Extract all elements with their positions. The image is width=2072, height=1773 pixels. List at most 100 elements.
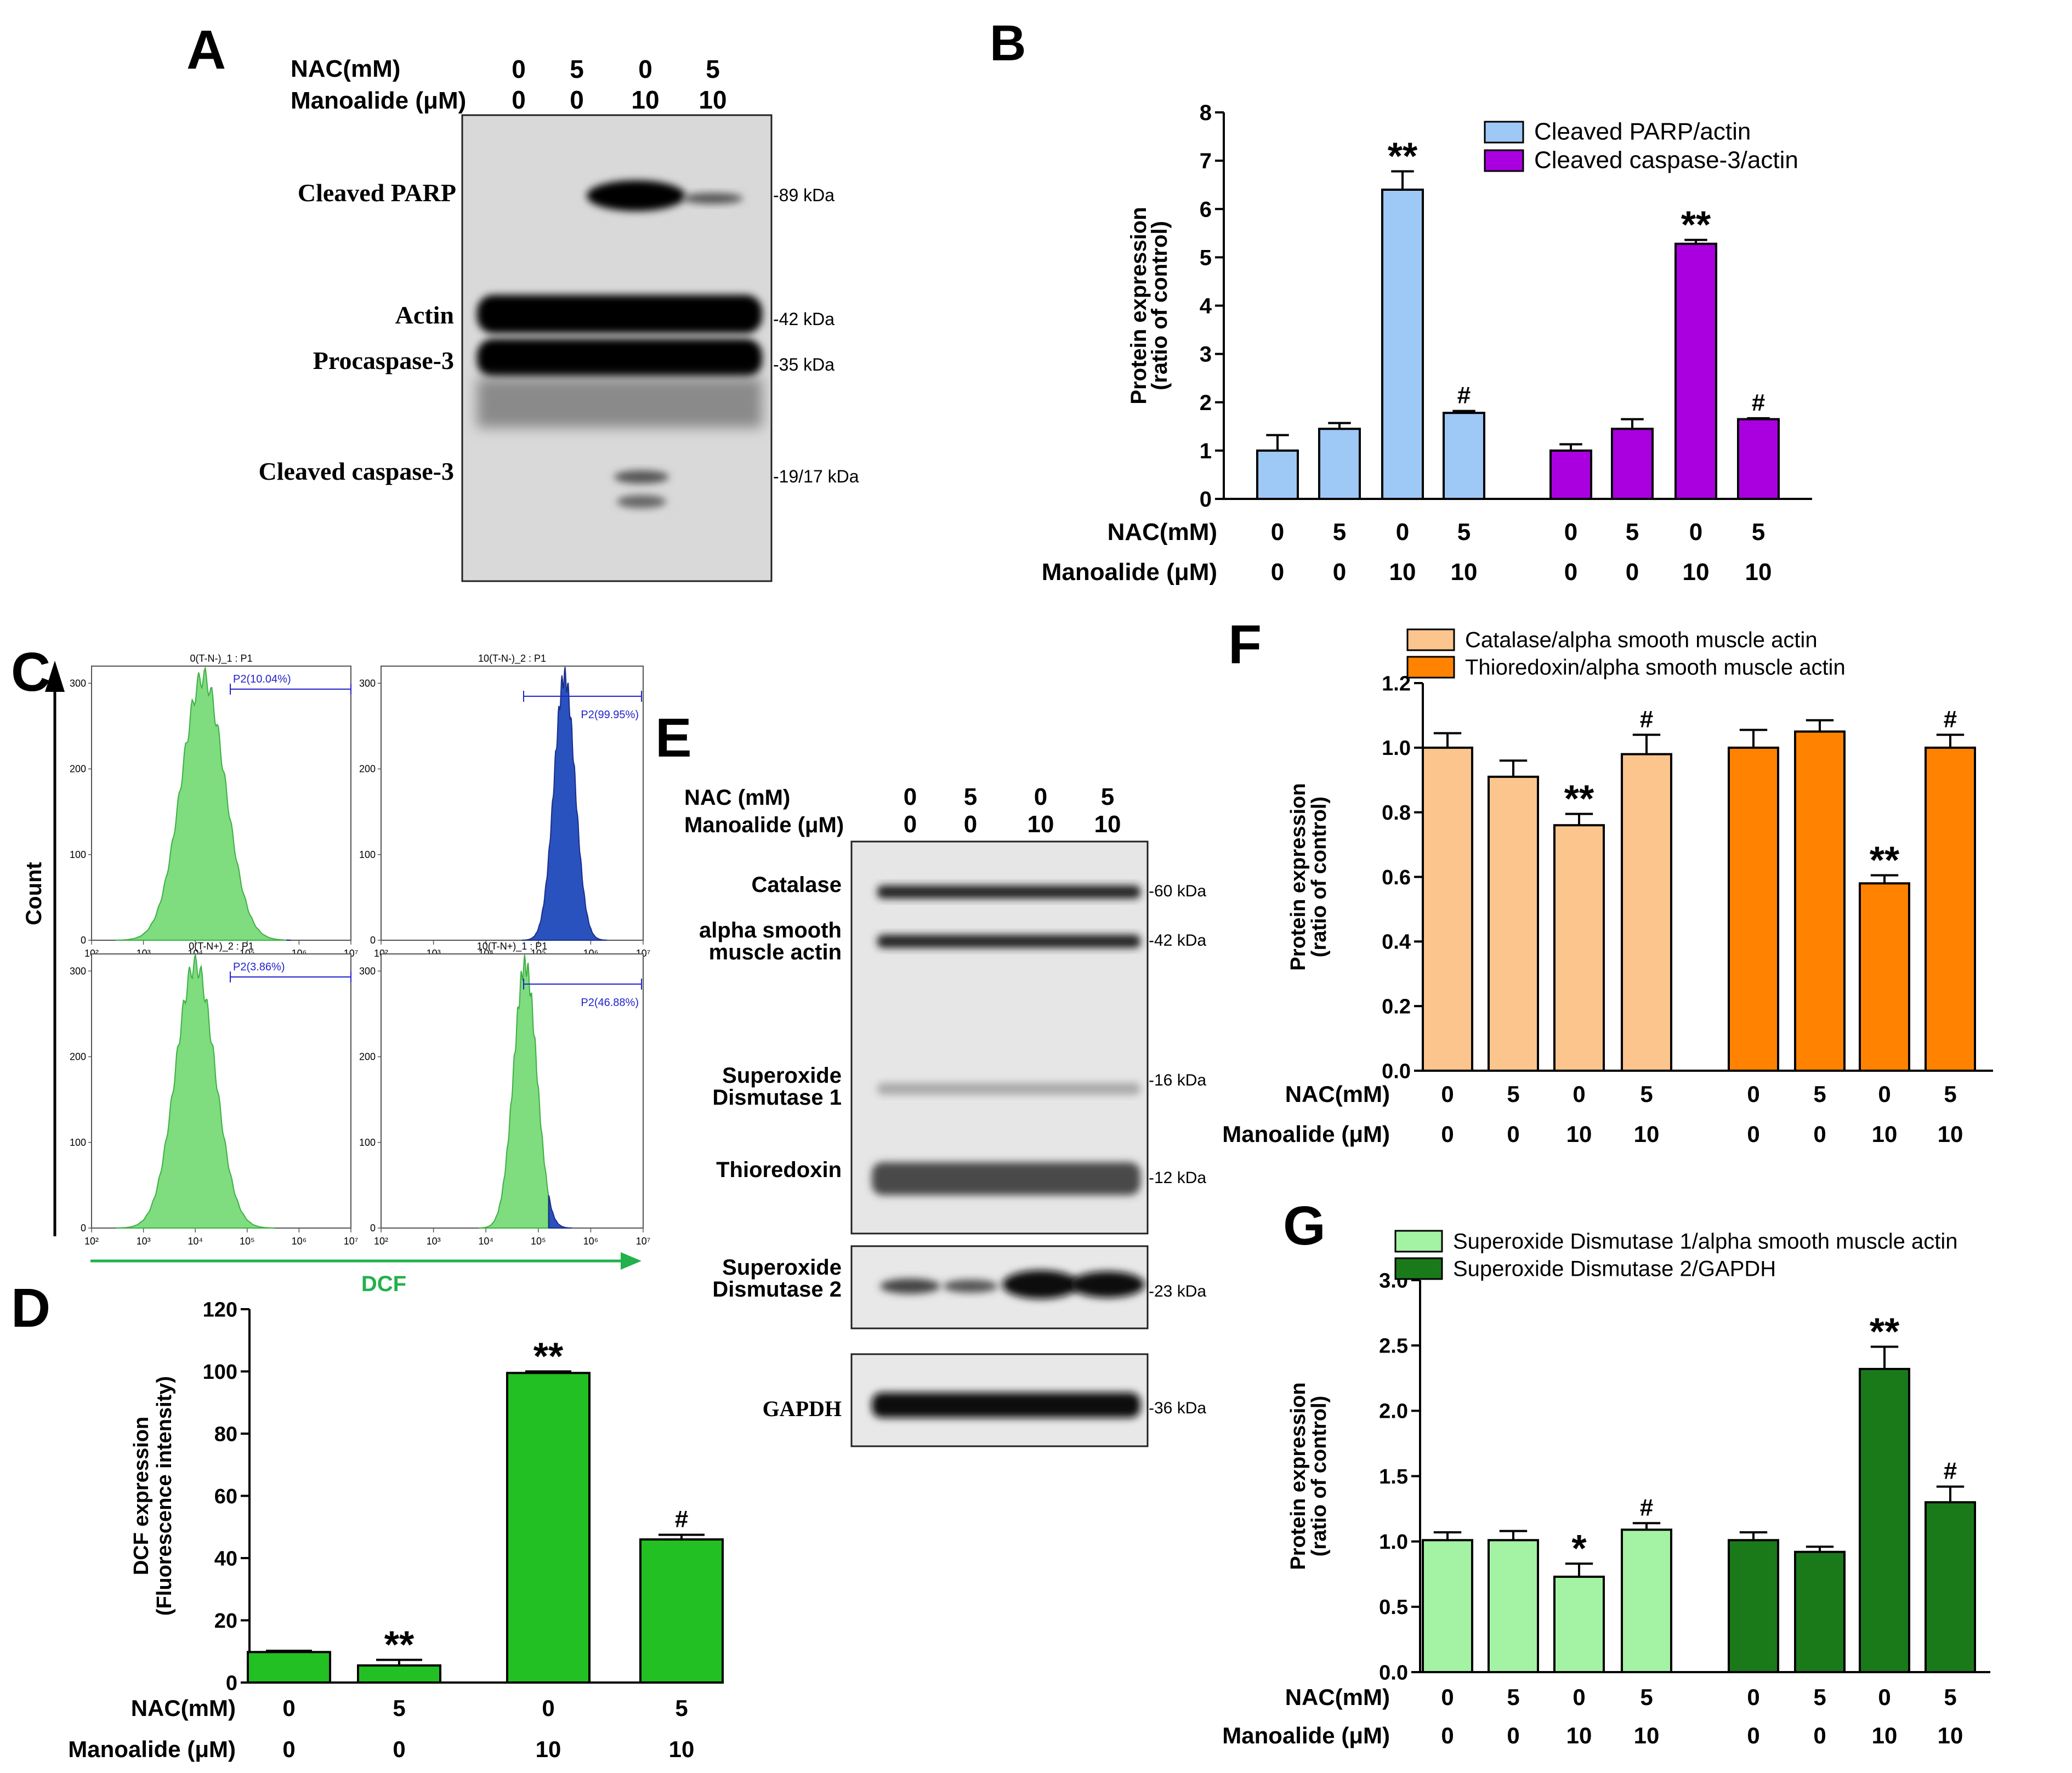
legend-swatch (1394, 1230, 1443, 1253)
e-manoalide-value: 0 (964, 811, 977, 838)
manoalide-value: 10 (1389, 559, 1416, 586)
band-gapdh (872, 1393, 1140, 1418)
a-marker: -89 kDa (773, 185, 835, 205)
e-manoalide-value: 10 (1094, 811, 1121, 838)
legend-swatch (1484, 149, 1524, 172)
panel-label-c: C (11, 641, 50, 703)
a-manoalide-value: 10 (631, 86, 659, 114)
band-cleaved-parp-faint (683, 193, 743, 204)
a-nac-label: NAC(mM) (291, 55, 400, 82)
bar (1422, 1539, 1473, 1674)
a-nac-value: 0 (512, 55, 526, 83)
histogram-title: 0(T-N-)_1 : P1 (190, 653, 252, 664)
nac-value: 5 (1507, 1684, 1519, 1710)
nac-value: 0 (1878, 1684, 1891, 1710)
significance-star: ** (1681, 203, 1711, 246)
nac-value: 0 (1441, 1684, 1454, 1710)
manoalide-value: 0 (1441, 1723, 1454, 1748)
bar (1728, 1539, 1779, 1674)
y-tick-label: 7 (1200, 149, 1212, 173)
hist-x-tick-label: 10⁵ (531, 1236, 546, 1247)
y-tick-label: 60 (214, 1485, 237, 1508)
hist-y-tick-label: 100 (70, 1137, 86, 1148)
nac-value: 0 (1441, 1081, 1454, 1107)
manoalide-value: 0 (1333, 559, 1346, 586)
manoalide-value: 10 (1683, 559, 1710, 586)
e-manoalide-value: 0 (904, 811, 917, 838)
c-x-label: DCF (361, 1272, 406, 1296)
hist-y-tick-label: 100 (359, 849, 376, 860)
e-nac-value: 0 (904, 783, 917, 810)
hist-y-tick-label: 200 (359, 1052, 376, 1062)
band-smear (477, 378, 762, 428)
bar (1256, 449, 1299, 500)
manoalide-value: 10 (1634, 1723, 1660, 1748)
legend-label: Superoxide Dismutase 1/alpha smooth musc… (1453, 1229, 1957, 1253)
legend-label: Superoxide Dismutase 2/GAPDH (1453, 1257, 1776, 1281)
bar (1621, 1528, 1672, 1673)
nac-value: 0 (282, 1695, 295, 1721)
hist-y-tick-label: 0 (370, 1223, 376, 1234)
panel-f: F 0.0 0.2 0.4 0.6 0.8 1.0 1.2 Protein expressio… (1222, 614, 1993, 1147)
bar (1794, 1550, 1846, 1674)
e-band-label-sod1-line1: Superoxide (722, 1064, 842, 1088)
hist-x-tick-label: 10⁶ (583, 1236, 598, 1247)
manoalide-row-label: Manoalide (μM) (1042, 559, 1217, 586)
c-y-label: Count (22, 862, 46, 925)
manoalide-value: 0 (1626, 559, 1639, 586)
y-tick-label: 0 (1200, 487, 1212, 512)
y-tick-label: 80 (214, 1423, 237, 1446)
manoalide-value: 10 (669, 1736, 695, 1762)
manoalide-value: 0 (393, 1736, 405, 1762)
significance-hash: # (1944, 1458, 1957, 1485)
a-manoalide-value: 0 (570, 86, 584, 114)
band-cleaved-caspase-3 (614, 470, 669, 484)
histogram-fill (478, 954, 549, 1229)
a-marker: -35 kDa (773, 355, 835, 374)
bar (1859, 1368, 1910, 1673)
e-marker: -42 kDa (1149, 931, 1206, 950)
y-tick-label: 5 (1200, 246, 1212, 270)
hist-y-tick-label: 300 (359, 678, 376, 689)
band-alpha-sma (877, 935, 1140, 948)
nac-value: 0 (1747, 1081, 1759, 1107)
panel-label-a: A (186, 19, 226, 81)
bar (1381, 189, 1424, 500)
e-band-label: Thioredoxin (716, 1158, 842, 1182)
hist-x-tick-label: 10³ (427, 1236, 441, 1247)
hist-y-tick-label: 300 (70, 965, 86, 976)
y-tick-label: 100 (203, 1361, 237, 1384)
hist-y-tick-label: 200 (70, 764, 86, 775)
hist-x-tick-label: 10⁶ (292, 1236, 306, 1247)
y-tick-label: 2.0 (1379, 1400, 1408, 1423)
bar (357, 1664, 441, 1684)
band-sod2 (943, 1280, 998, 1293)
significance-star: ** (533, 1335, 564, 1378)
significance-hash: # (1944, 706, 1957, 732)
panel-c: C Count DCF 0(T-N-)_1 : P1 0 100 200 300 10² 1… (11, 641, 650, 1296)
histogram-fill-gated (521, 667, 608, 941)
nac-row-label: NAC(mM) (1285, 1684, 1390, 1710)
nac-value: 5 (1944, 1684, 1956, 1710)
nac-row-label: NAC(mM) (1285, 1081, 1390, 1107)
y-tick-label: 1 (1200, 439, 1212, 463)
hist-x-tick-label: 10² (374, 1236, 388, 1247)
significance-star: * (1571, 1527, 1587, 1570)
y-tick-label: 6 (1200, 197, 1212, 221)
bar (1488, 1539, 1539, 1674)
nac-value: 5 (1752, 519, 1765, 545)
gate-label: P2(46.88%) (581, 997, 639, 1009)
y-tick-label: 20 (214, 1610, 237, 1633)
e-nac-value: 0 (1034, 783, 1047, 810)
y-tick-label: 4 (1200, 294, 1212, 319)
manoalide-value: 0 (282, 1736, 295, 1762)
e-nac-value: 5 (964, 783, 977, 810)
bar (1621, 753, 1672, 1072)
band-cleaved-caspase-3 (617, 495, 666, 508)
a-manoalide-value: 10 (699, 86, 726, 114)
y-tick-label: 0.4 (1382, 931, 1411, 954)
legend-swatch (1484, 121, 1524, 144)
y-tick-label: 0.0 (1382, 1060, 1411, 1083)
